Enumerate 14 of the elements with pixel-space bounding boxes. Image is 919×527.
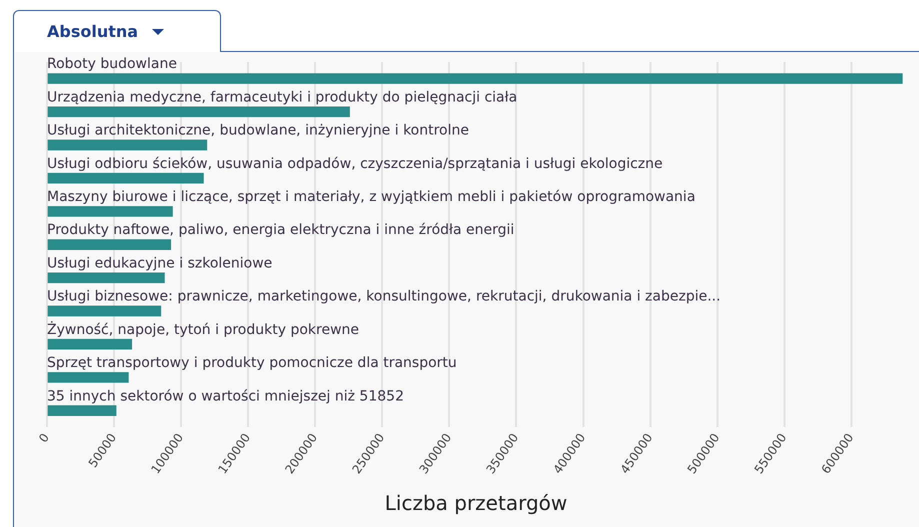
y-tick-label: Roboty budowlane bbox=[47, 56, 177, 72]
y-tick-label: Maszyny biurowe i liczące, sprzęt i materiały, z wyjątkiem mebli i pakietów oprogramowania bbox=[47, 189, 696, 206]
y-tick-label: Usługi architektoniczne, budowlane, inżynieryjne i kontrolne bbox=[47, 122, 469, 139]
x-axis-title: Liczba przetargów bbox=[384, 491, 568, 516]
x-tick-label: 0 bbox=[36, 430, 52, 446]
y-tick-label: Usługi biznesowe: prawnicze, marketingowe, konsultingowe, rekrutacji, drukowania i zabezpie... bbox=[47, 288, 721, 305]
y-tick-label: Urządzenia medyczne, farmaceutyki i produkty do pielęgnacji ciała bbox=[47, 89, 518, 106]
y-tick-label: Usługi odbioru ścieków, usuwania odpadów, czyszczenia/sprzątania i usługi ekologiczne bbox=[47, 156, 663, 172]
y-tick-label: 35 innych sektorów o wartości mniejszej niż 51852 bbox=[47, 388, 404, 404]
y-tick-label: Żywność, napoje, tytoń i produkty pokrewne bbox=[47, 320, 360, 338]
y-tick-label: Usługi edukacyjne i szkoleniowe bbox=[47, 255, 272, 272]
y-tick-label: Sprzęt transportowy i produkty pomocnicze dla transportu bbox=[47, 355, 457, 372]
text: Absolutna bbox=[47, 22, 138, 41]
y-tick-label: Produkty naftowe, paliwo, energia elektryczna i inne źródła energii bbox=[47, 222, 514, 238]
